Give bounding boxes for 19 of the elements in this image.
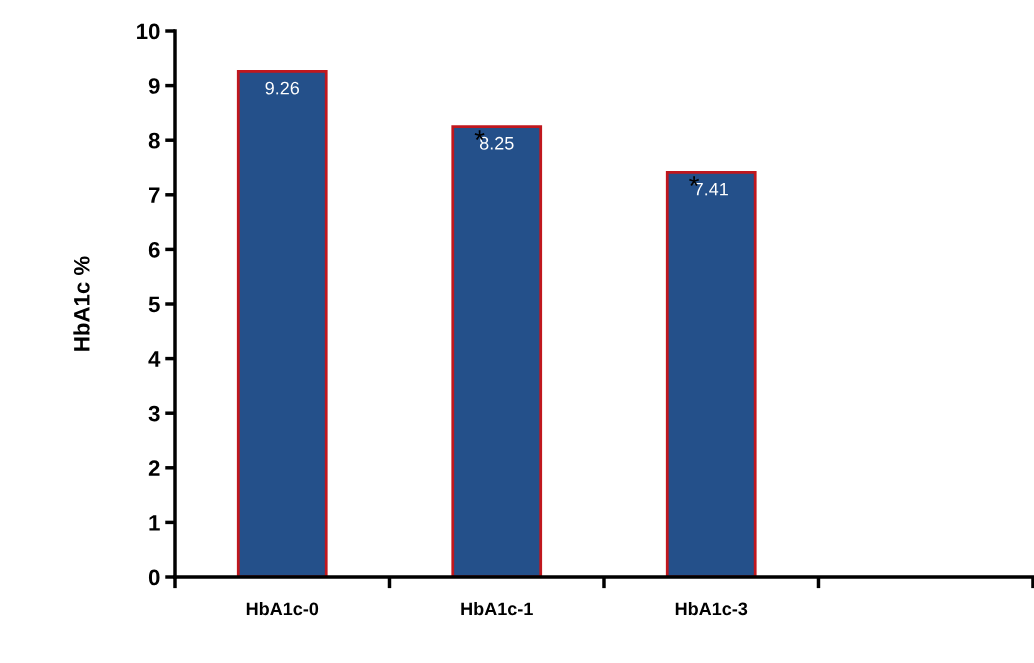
y-tick-label: 2	[148, 460, 160, 476]
y-axis-title: HbA1c %	[73, 256, 90, 351]
x-tick-label: HbA1c-3	[675, 602, 748, 616]
bar	[451, 125, 543, 577]
y-tick-label: 5	[148, 296, 160, 313]
y-tick-label: 9	[148, 78, 160, 94]
data-label: 9.26	[265, 81, 300, 95]
x-tick-label: HbA1c-0	[246, 602, 319, 616]
bar	[665, 171, 757, 577]
y-tick-label: 4	[148, 351, 161, 367]
bar	[236, 70, 328, 577]
x-tick-label: HbA1c-1	[461, 602, 533, 616]
y-tick-label: 6	[148, 241, 160, 258]
y-tick-label: 7	[149, 187, 160, 203]
y-tick-label: 10	[137, 23, 160, 40]
y-tick-label: 1	[149, 515, 160, 531]
y-tick-label: 0	[148, 569, 160, 586]
y-tick-label: 3	[148, 405, 160, 422]
y-tick-label: 8	[148, 132, 160, 149]
